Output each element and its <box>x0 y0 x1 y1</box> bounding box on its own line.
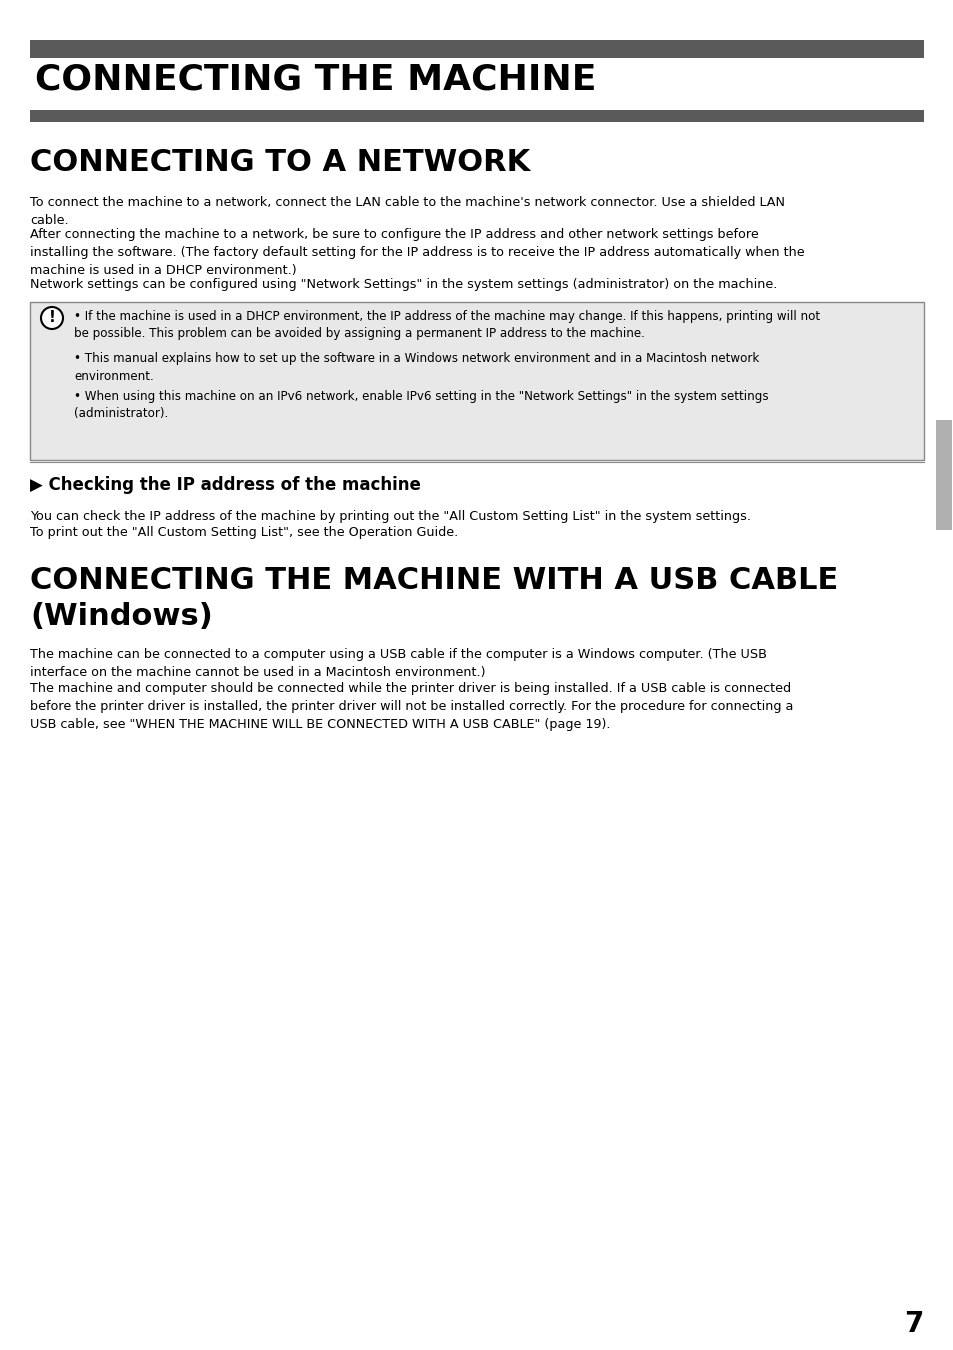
Bar <box>935 420 951 531</box>
Text: Network settings can be configured using "Network Settings" in the system settin: Network settings can be configured using… <box>30 278 777 292</box>
Text: CONNECTING THE MACHINE: CONNECTING THE MACHINE <box>35 62 596 96</box>
Text: CONNECTING THE MACHINE WITH A USB CABLE: CONNECTING THE MACHINE WITH A USB CABLE <box>30 566 838 595</box>
Text: 7: 7 <box>903 1310 923 1338</box>
Bar <box>30 302 923 460</box>
Bar <box>30 109 923 122</box>
Text: • When using this machine on an IPv6 network, enable IPv6 setting in the "Networ: • When using this machine on an IPv6 net… <box>74 390 768 420</box>
Text: To print out the "All Custom Setting List", see the Operation Guide.: To print out the "All Custom Setting Lis… <box>30 526 457 539</box>
Text: !: ! <box>49 310 55 325</box>
Bar <box>30 40 923 58</box>
Text: After connecting the machine to a network, be sure to configure the IP address a: After connecting the machine to a networ… <box>30 228 803 277</box>
Text: ▶ Checking the IP address of the machine: ▶ Checking the IP address of the machine <box>30 477 420 494</box>
Circle shape <box>41 306 63 329</box>
Text: The machine and computer should be connected while the printer driver is being i: The machine and computer should be conne… <box>30 682 793 730</box>
Text: The machine can be connected to a computer using a USB cable if the computer is : The machine can be connected to a comput… <box>30 648 766 679</box>
Text: You can check the IP address of the machine by printing out the "All Custom Sett: You can check the IP address of the mach… <box>30 510 750 522</box>
Text: CONNECTING TO A NETWORK: CONNECTING TO A NETWORK <box>30 148 530 177</box>
Text: • This manual explains how to set up the software in a Windows network environme: • This manual explains how to set up the… <box>74 352 759 382</box>
Text: (Windows): (Windows) <box>30 602 213 630</box>
Text: To connect the machine to a network, connect the LAN cable to the machine's netw: To connect the machine to a network, con… <box>30 196 784 227</box>
Text: • If the machine is used in a DHCP environment, the IP address of the machine ma: • If the machine is used in a DHCP envir… <box>74 310 820 340</box>
